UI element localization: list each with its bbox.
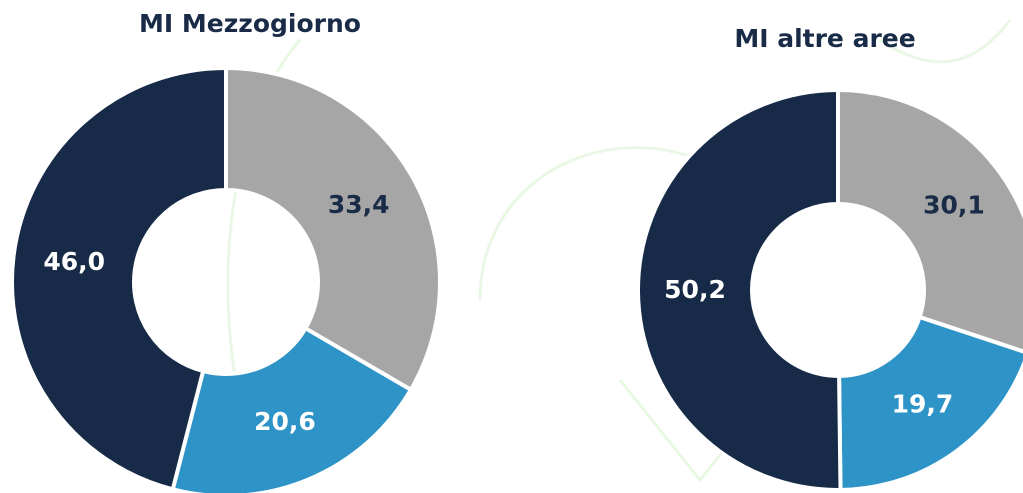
chart-title: MI Mezzogiorno [139, 9, 361, 38]
data-label: 19,7 [892, 389, 954, 418]
donut-segment [836, 87, 1023, 354]
data-label: 50,2 [664, 275, 726, 304]
donut-segment [635, 87, 843, 492]
donut-segment [837, 314, 1023, 493]
data-label: 46,0 [43, 247, 105, 276]
decor-line [879, 19, 1012, 64]
decor-line [478, 146, 701, 301]
donut-segment [170, 325, 414, 493]
data-label: 20,6 [254, 407, 316, 436]
data-label: 30,1 [923, 190, 985, 219]
donut-segment [224, 65, 442, 393]
chart-title: MI altre aree [734, 24, 915, 53]
data-label: 33,4 [328, 190, 390, 219]
donut-segment [10, 65, 228, 492]
